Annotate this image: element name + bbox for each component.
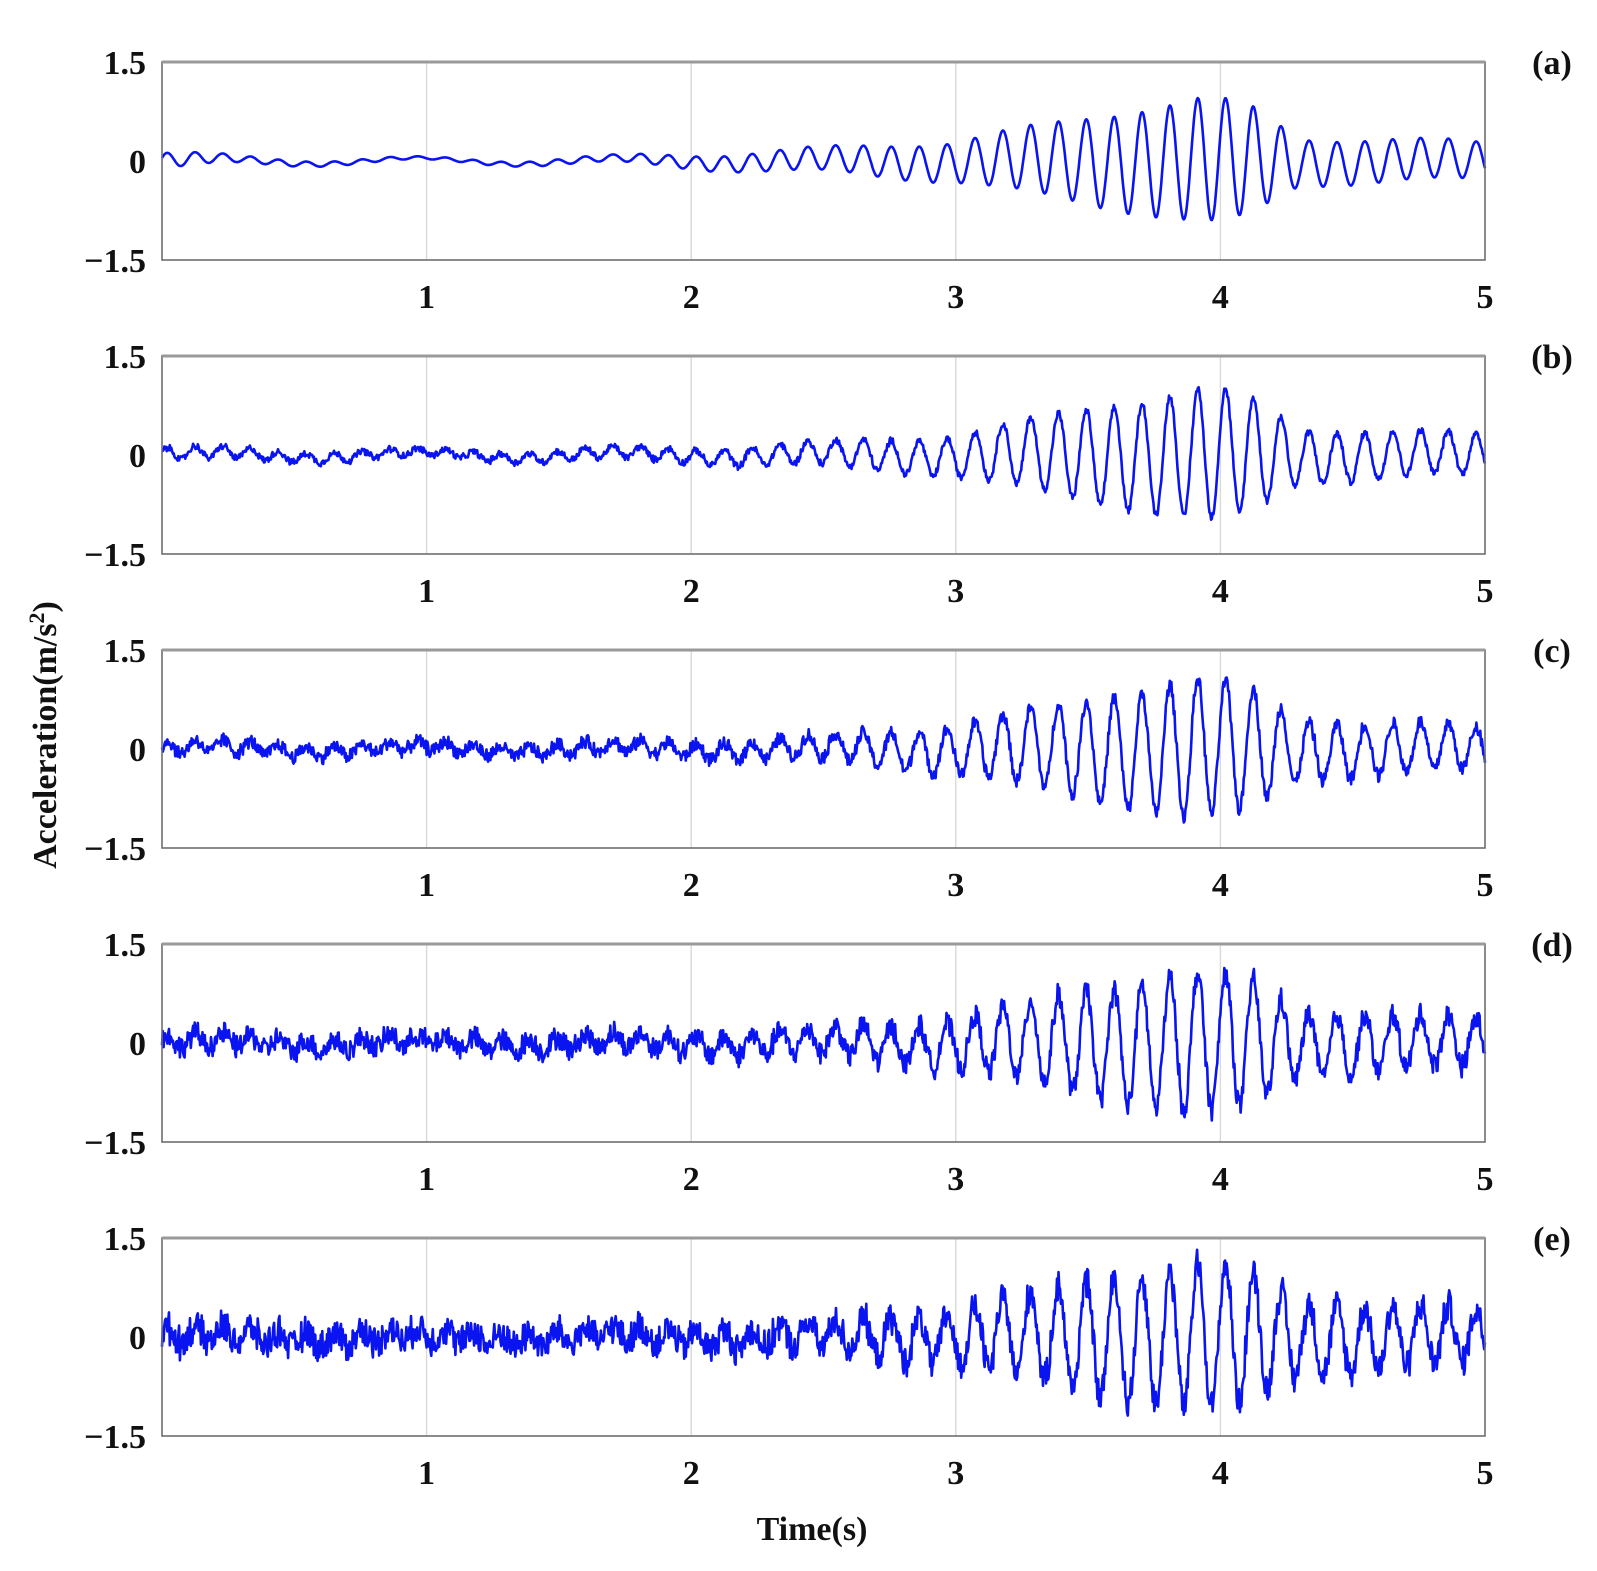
x-tick-label: 1 — [418, 1161, 435, 1198]
x-tick-label: 4 — [1212, 867, 1229, 904]
x-axis-title: Time(s) — [757, 1511, 868, 1548]
x-tick-label: 2 — [683, 573, 700, 610]
x-tick-label: 3 — [947, 279, 964, 316]
y-tick-label: −1.5 — [84, 537, 146, 574]
axis-box — [161, 61, 1486, 261]
x-tick-label: 1 — [418, 1455, 435, 1492]
y-axis-title-text: Acceleration(m/s — [27, 623, 64, 868]
y-axis-title-superscript: 2 — [24, 612, 49, 623]
x-tick-label: 3 — [947, 573, 964, 610]
panel-label: (e) — [1533, 1221, 1571, 1258]
signal-line — [160, 966, 1487, 1122]
x-tick-label: 2 — [683, 867, 700, 904]
x-tick-label: 4 — [1212, 279, 1229, 316]
y-tick-label: 1.5 — [104, 339, 147, 376]
x-tick-label: 4 — [1212, 1455, 1229, 1492]
panel-a: 1.5 0 −1.5 1 2 3 4 5 (a) — [84, 45, 1572, 316]
y-tick-label: 0 — [129, 1320, 146, 1357]
panel-label: (c) — [1533, 633, 1571, 670]
x-tick-label: 1 — [418, 279, 435, 316]
x-tick-label: 5 — [1477, 867, 1494, 904]
y-tick-label: 0 — [129, 1026, 146, 1063]
x-tick-label: 3 — [947, 1455, 964, 1492]
y-tick-label: −1.5 — [84, 831, 146, 868]
y-tick-label: 1.5 — [104, 45, 147, 82]
x-tick-label: 2 — [683, 1161, 700, 1198]
y-tick-label: 1.5 — [104, 633, 147, 670]
x-tick-label: 5 — [1477, 573, 1494, 610]
y-tick-label: −1.5 — [84, 1125, 146, 1162]
panel-d: 1.5 0 −1.5 1 2 3 4 5 (d) — [84, 927, 1573, 1198]
y-tick-label: −1.5 — [84, 243, 146, 280]
x-tick-label: 3 — [947, 867, 964, 904]
panel-label: (b) — [1531, 339, 1573, 376]
y-axis-title: Acceleration(m/s2) — [24, 601, 64, 869]
y-tick-label: 1.5 — [104, 927, 147, 964]
x-tick-label: 5 — [1477, 279, 1494, 316]
x-tick-label: 5 — [1477, 1455, 1494, 1492]
x-tick-label: 2 — [683, 279, 700, 316]
y-tick-label: 0 — [129, 732, 146, 769]
panels-group: 1.5 0 −1.5 1 2 3 4 5 (a) 1.5 0 −1.5 1 2 3 4 5 (b) 1.5 0 −1.5… — [84, 45, 1573, 1492]
x-tick-label: 4 — [1212, 573, 1229, 610]
y-tick-label: −1.5 — [84, 1419, 146, 1456]
x-tick-label: 1 — [418, 867, 435, 904]
panel-c: 1.5 0 −1.5 1 2 3 4 5 (c) — [84, 633, 1571, 904]
signal-line — [161, 385, 1487, 522]
x-tick-label: 5 — [1477, 1161, 1494, 1198]
panel-e: 1.5 0 −1.5 1 2 3 4 5 (e) — [84, 1221, 1571, 1492]
x-tick-label: 1 — [418, 573, 435, 610]
panel-label: (d) — [1531, 927, 1573, 964]
signal-line — [160, 1248, 1487, 1417]
y-tick-label: 0 — [129, 144, 146, 181]
x-tick-label: 3 — [947, 1161, 964, 1198]
panel-label: (a) — [1532, 45, 1572, 82]
y-tick-label: 1.5 — [104, 1221, 147, 1258]
x-tick-label: 4 — [1212, 1161, 1229, 1198]
signal-line — [160, 96, 1487, 222]
x-tick-label: 2 — [683, 1455, 700, 1492]
panel-b: 1.5 0 −1.5 1 2 3 4 5 (b) — [84, 339, 1573, 610]
signal-line — [160, 676, 1487, 824]
y-tick-label: 0 — [129, 438, 146, 475]
y-axis-title-tail: ) — [27, 601, 64, 612]
